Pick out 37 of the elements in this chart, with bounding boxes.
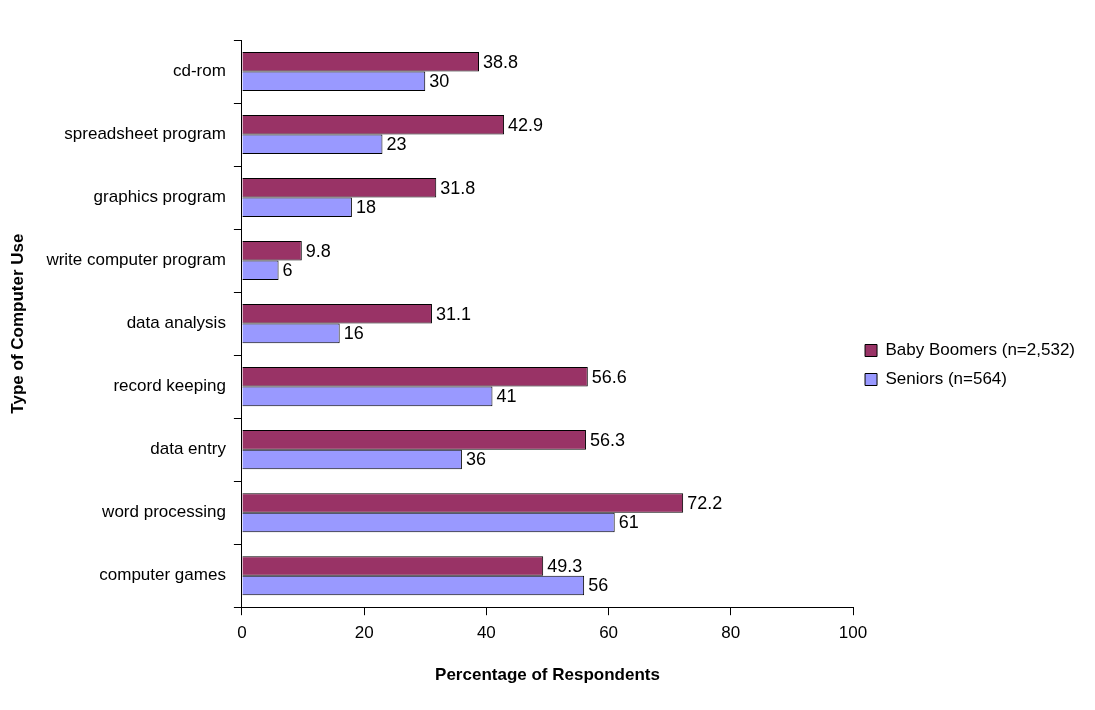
- data-label: 16: [343, 323, 364, 344]
- data-label: 56: [588, 575, 609, 596]
- y-tick-label: data analysis: [126, 313, 226, 333]
- x-tick-label: 0: [237, 623, 247, 643]
- data-label: 41: [496, 386, 517, 407]
- data-label: 31.1: [435, 303, 472, 324]
- data-label: 23: [386, 134, 407, 155]
- legend-label: Seniors (n=564): [885, 369, 1007, 389]
- data-label: 42.9: [508, 114, 544, 135]
- x-tick-label: 20: [354, 623, 374, 643]
- data-label: 36: [465, 449, 486, 470]
- y-axis-title: Type of Computer Use: [7, 233, 27, 414]
- y-tick-label: record keeping: [113, 376, 226, 396]
- data-label: 56.6: [591, 366, 627, 387]
- data-label: 72.2: [687, 492, 723, 513]
- data-label: 38.8: [483, 51, 519, 72]
- legend-label: Baby Boomers (n=2,532): [885, 340, 1075, 360]
- y-tick-label: write computer program: [45, 250, 226, 270]
- data-label: 31.8: [440, 177, 476, 198]
- x-tick-label: 40: [476, 623, 496, 643]
- x-tick-label: 60: [599, 623, 619, 643]
- data-label: 56.3: [589, 429, 626, 450]
- data-label: 6: [282, 260, 293, 281]
- x-tick-label: 80: [721, 623, 741, 643]
- data-label: 49.3: [547, 555, 583, 576]
- y-tick-label: word processing: [101, 502, 226, 522]
- y-tick-label: spreadsheet program: [64, 124, 226, 144]
- data-label: 9.8: [305, 240, 331, 261]
- x-tick-label: 100: [838, 623, 868, 643]
- y-tick-label: computer games: [99, 565, 226, 585]
- data-label: 18: [355, 197, 376, 218]
- y-tick-label: data entry: [150, 439, 227, 459]
- y-tick-label: graphics program: [93, 187, 226, 207]
- data-label: 61: [618, 512, 639, 533]
- x-axis-title: Percentage of Respondents: [435, 665, 660, 685]
- y-tick-label: cd-rom: [173, 61, 226, 81]
- data-label: 30: [429, 71, 450, 92]
